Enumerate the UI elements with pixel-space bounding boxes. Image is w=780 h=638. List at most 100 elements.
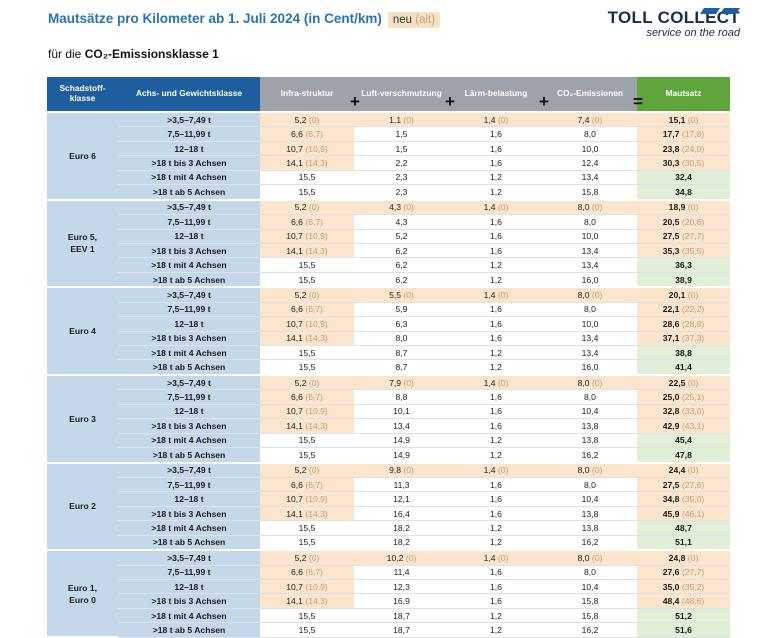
toll-rate-old-value: (46,1) [681,508,705,519]
toll-rate-cell: 38,9 [637,272,730,288]
noise-value-cell: 1,6 [449,155,543,171]
co2-value: 8,0 [577,289,590,300]
toll-rate-cell: 25,0 (25,1) [637,389,730,405]
table-row: >18 t ab 5 Achsen 15,5 8,7 1,2 16,0 41,4 [47,359,730,376]
air-value: 18,7 [393,610,410,621]
noise-value-cell: 1,2 [449,622,543,638]
air-value-cell: 2,3 [354,184,449,201]
toll-rate-value: 38,8 [675,347,692,358]
infra-value-cell: 6,6 (6,7) [260,126,354,142]
co2-value: 10,4 [581,494,599,505]
noise-value-cell: 1,2 [449,535,543,551]
co2-value-cell: 13,8 [543,433,637,449]
noise-value-cell: 1,2 [449,608,543,624]
noise-value: 1,6 [490,596,502,607]
toll-rate-old-value: (27,7) [681,231,705,242]
toll-rate-cell: 22,5 (0) [637,373,730,391]
infra-value-cell: 15,5 [260,359,354,376]
co2-value-cell: 8,0 [543,477,637,493]
infra-value: 14,1 [286,333,303,344]
toll-rate-cell: 51,6 [637,622,730,638]
toll-rate-cell: 27,5 (27,7) [637,229,730,244]
noise-value: 1,6 [490,420,502,431]
noise-value-cell: 1,6 [449,126,543,142]
toll-rate-value: 48,4 [662,596,680,607]
co2-value-cell: 13,4 [543,243,637,259]
infra-value: 15,5 [298,172,316,183]
co2-value: 16,0 [581,274,599,285]
toll-rate-value: 30,3 [662,158,680,169]
air-value: 5,5 [389,289,402,300]
axle-class-cell: >18 t bis 3 Achsen [118,593,260,609]
toll-rate-value: 27,5 [662,231,680,242]
col-header-axle-weight: Achs- und Gewichtsklasse [118,77,260,112]
axle-class-cell: >18 t bis 3 Achsen [118,506,260,522]
table-row: >18 t ab 5 Achsen 15,5 2,3 1,2 15,8 34,8 [47,184,730,201]
co2-value: 8,0 [584,479,596,490]
co2-value: 10,4 [581,406,599,417]
toll-rate-cell: 41,4 [637,359,730,376]
noise-value-cell: 1,2 [449,272,543,288]
axle-class-cell: >18 t ab 5 Achsen [118,359,260,376]
noise-value-cell: 1,2 [449,520,543,536]
noise-value: 1,4 [483,552,496,563]
toll-rate-old-value: (48,6) [681,596,705,607]
infra-value: 14,1 [286,158,303,169]
infra-value-cell: 15,5 [260,345,354,361]
page-title: Mautsätze pro Kilometer ab 1. Juli 2024 … [48,11,441,28]
toll-rate-value: 51,2 [675,610,692,621]
col-header-emission-class: Schadstoff-klasse [47,77,118,112]
noise-value: 1,2 [490,347,502,358]
noise-value-cell: 1,6 [449,477,543,493]
air-value: 2,3 [395,186,408,197]
co2-value-cell: 15,8 [543,608,637,624]
axle-class-cell: >3,5–7,49 t [118,111,260,128]
noise-value-cell: 1,4 (0) [449,373,543,391]
air-value-cell: 5,5 (0) [354,286,449,303]
toll-rate-cell: 24,8 (0) [637,549,730,566]
toll-rate-value: 28,6 [662,318,680,329]
noise-value-cell: 1,6 [449,331,543,347]
noise-value: 1,4 [483,289,496,300]
axle-class-cell: >3,5–7,49 t [118,198,260,216]
infra-value-cell: 15,5 [260,257,354,273]
table-row: >18 t mit 4 Achsen 15,5 6,2 1,2 13,4 36,3 [47,257,730,273]
infra-value-cell: 6,6 (6,7) [260,214,354,230]
toll-rate-cell: 18,9 (0) [637,198,730,216]
co2-value: 13,4 [581,333,599,344]
toll-rate-value: 32,8 [662,406,680,417]
co2-value: 8,0 [577,377,590,388]
infra-value-cell: 14,1 (14,3) [260,243,354,259]
co2-value: 13,8 [581,522,599,533]
infra-value-cell: 10,7 (10,9) [260,579,354,595]
co2-old-value: (0) [591,114,603,125]
table-row: Euro 5, EEV 1 >3,5–7,49 t 5,2 (0) 4,3 (0) 1,… [47,198,730,289]
infra-value: 14,1 [286,596,303,607]
toll-rate-old-value: (20,6) [681,216,705,227]
title-text: Mautsätze pro Kilometer ab 1. Juli 2024 … [48,11,382,26]
toll-rate-cell: 47,8 [637,447,730,463]
toll-rate-cell: 28,6 (28,8) [637,316,730,332]
noise-value-cell: 1,4 (0) [449,286,543,303]
co2-value-cell: 16,2 [543,535,637,551]
infra-value: 15,5 [298,435,316,446]
infra-value-cell: 15,5 [260,184,354,201]
toll-rate-value: 42,9 [662,420,680,431]
noise-value-cell: 1,2 [449,257,543,273]
toll-rate-old-value: (35,0) [681,494,705,505]
noise-value: 1,2 [490,610,502,621]
air-old-value: (0) [405,552,417,563]
toll-rate-old-value: (35,5) [681,245,705,256]
air-value-cell: 16,9 [354,593,449,609]
toll-rate-value: 41,4 [675,362,692,373]
infra-value-cell: 10,7 (10,9) [260,229,354,244]
toll-rate-value: 47,8 [675,449,692,460]
co2-value-cell: 8,0 [543,565,637,581]
air-value: 18,2 [393,537,410,548]
subtitle-class: CO₂-Emissionsklasse 1 [84,47,219,61]
infra-value-cell: 15,5 [260,622,354,638]
toll-rate-cell: 34,8 [637,184,730,201]
table-row: >18 t ab 5 Achsen 15,5 18,2 1,2 16,2 51,1 [47,535,730,551]
infra-value-cell: 10,7 (10,9) [260,491,354,507]
axle-class-cell: >18 t mit 4 Achsen [118,257,260,273]
